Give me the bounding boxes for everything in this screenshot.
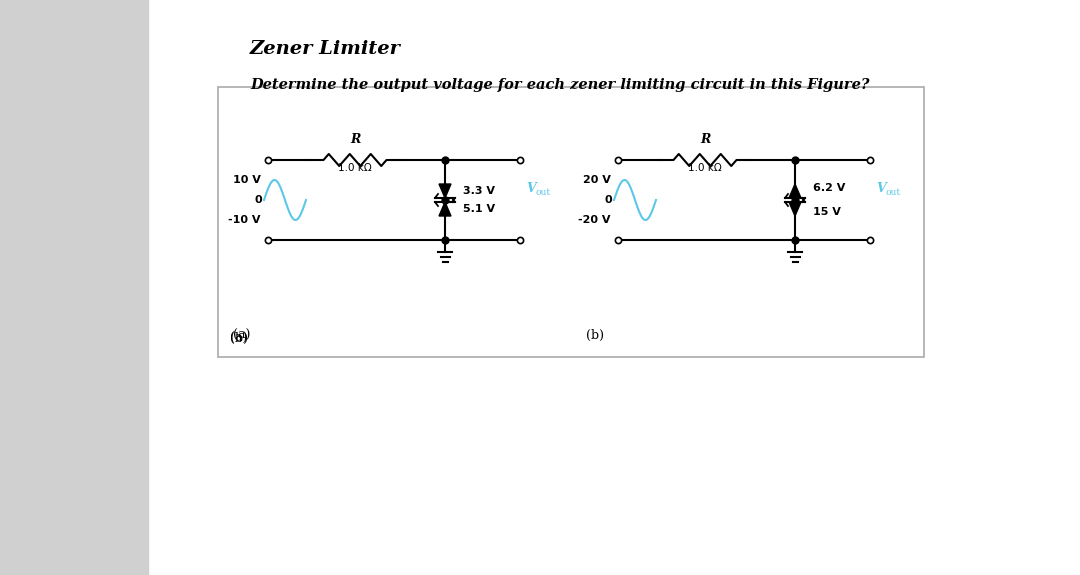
Polygon shape: [438, 202, 451, 216]
Text: Zener Limiter: Zener Limiter: [249, 40, 401, 58]
Text: (a): (a): [233, 329, 251, 342]
Text: 5.1 V: 5.1 V: [463, 204, 495, 214]
Text: V: V: [876, 182, 886, 195]
Bar: [218, 87, 924, 357]
Text: R: R: [700, 133, 711, 146]
Text: 3.3 V: 3.3 V: [463, 186, 495, 196]
Text: out: out: [885, 188, 900, 197]
Text: R: R: [350, 133, 361, 146]
Text: 20 V: 20 V: [583, 175, 611, 185]
Text: (b): (b): [230, 332, 248, 345]
Polygon shape: [789, 184, 801, 198]
Text: 6.2 V: 6.2 V: [813, 183, 846, 193]
Text: 1.0 kΩ: 1.0 kΩ: [688, 163, 721, 173]
Polygon shape: [438, 184, 451, 198]
Text: 10 V: 10 V: [233, 175, 261, 185]
Text: 15 V: 15 V: [813, 207, 841, 217]
Text: 0: 0: [255, 195, 262, 205]
Text: 1.0 kΩ: 1.0 kΩ: [338, 163, 372, 173]
Text: out: out: [535, 188, 550, 197]
Text: (a): (a): [230, 332, 247, 345]
Polygon shape: [789, 202, 801, 216]
Bar: [0, 0, 148, 575]
Text: -20 V: -20 V: [579, 215, 611, 225]
Text: Determine the output voltage for each zener limiting circuit in this Figure?: Determine the output voltage for each ze…: [249, 78, 869, 92]
Text: 0: 0: [605, 195, 612, 205]
Text: V: V: [526, 182, 536, 195]
Text: -10 V: -10 V: [229, 215, 261, 225]
Text: (b): (b): [586, 329, 604, 342]
